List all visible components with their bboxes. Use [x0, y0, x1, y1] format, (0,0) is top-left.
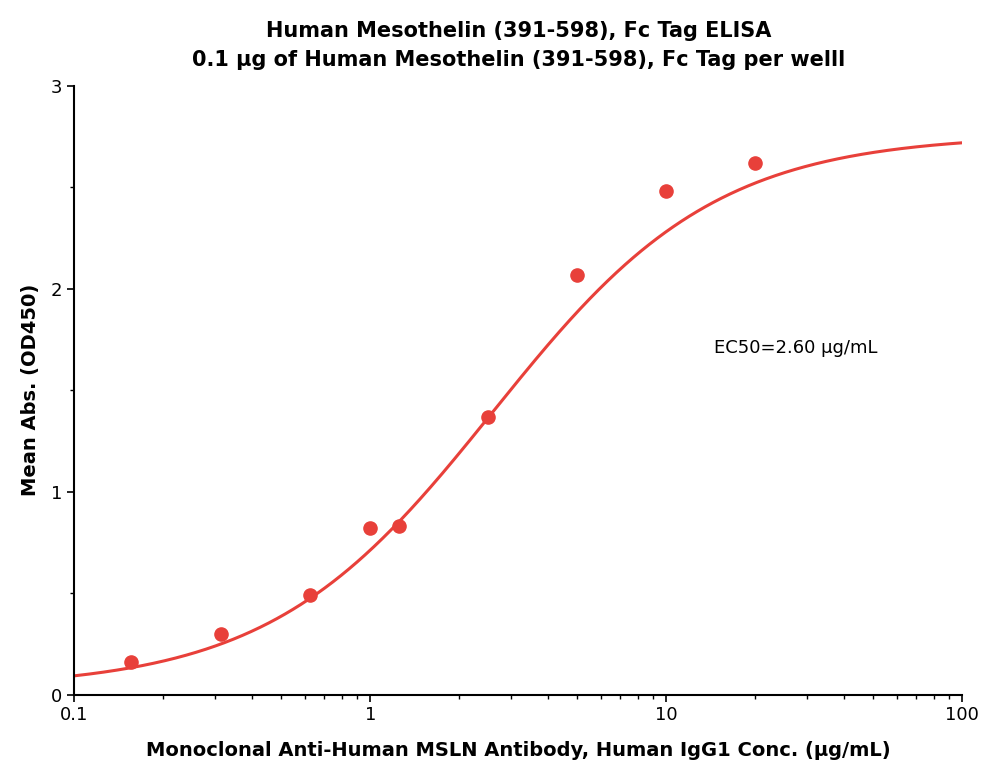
- Point: [480, 411, 496, 423]
- X-axis label: Monoclonal Anti-Human MSLN Antibody, Human IgG1 Conc. (μg/mL): Monoclonal Anti-Human MSLN Antibody, Hum…: [146, 741, 891, 760]
- Point: [658, 185, 674, 198]
- Point: [747, 157, 763, 169]
- Y-axis label: Mean Abs. (OD450): Mean Abs. (OD450): [21, 284, 40, 497]
- Point: [391, 520, 407, 533]
- Point: [362, 522, 378, 534]
- Text: EC50=2.60 μg/mL: EC50=2.60 μg/mL: [714, 339, 877, 357]
- Point: [302, 589, 318, 601]
- Point: [213, 628, 229, 640]
- Title: Human Mesothelin (391-598), Fc Tag ELISA
0.1 μg of Human Mesothelin (391-598), F: Human Mesothelin (391-598), Fc Tag ELISA…: [192, 21, 845, 70]
- Point: [569, 269, 585, 281]
- Point: [123, 656, 139, 669]
